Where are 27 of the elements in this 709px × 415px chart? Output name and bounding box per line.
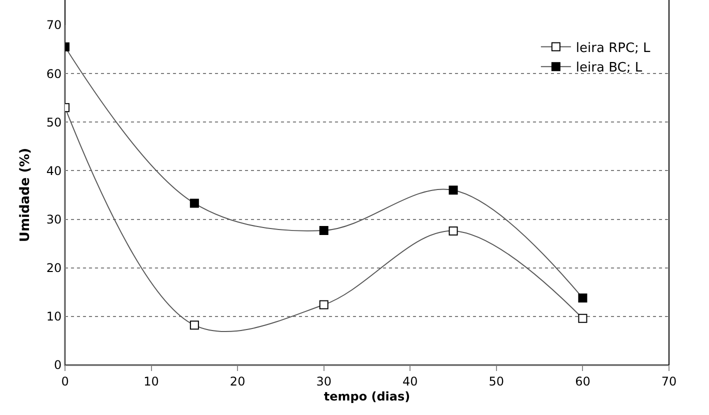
x-tick-label: 30 [316,374,332,388]
x-tick-label: 40 [402,374,418,388]
y-tick-label: 0 [54,358,62,372]
y-tick-label: 30 [46,212,62,226]
point [578,314,588,323]
point [319,226,328,235]
x-tick-label: 50 [488,374,504,388]
x-axis-title: tempo (dias) [324,389,410,404]
y-tick-label: 70 [46,18,62,32]
y-tick-label: 20 [46,261,62,276]
legend-label: leira RPC; L [576,40,652,56]
point [190,198,199,208]
point [448,186,458,195]
point [190,320,199,330]
point [448,226,458,236]
y-axis-title: Umidade (%) [18,148,33,242]
y-tick-label: 60 [46,66,62,81]
x-tick-label: 10 [144,374,159,388]
legend-label: leira BC; L [576,60,643,76]
x-tick-label: 60 [575,374,590,388]
y-tick-label: 50 [46,115,62,130]
y-tick-label: 10 [46,310,62,324]
point [319,300,328,310]
x-tick-label: 70 [661,374,677,388]
point [578,293,588,302]
x-tick-label: 20 [230,374,246,388]
y-tick-label: 40 [46,164,62,178]
